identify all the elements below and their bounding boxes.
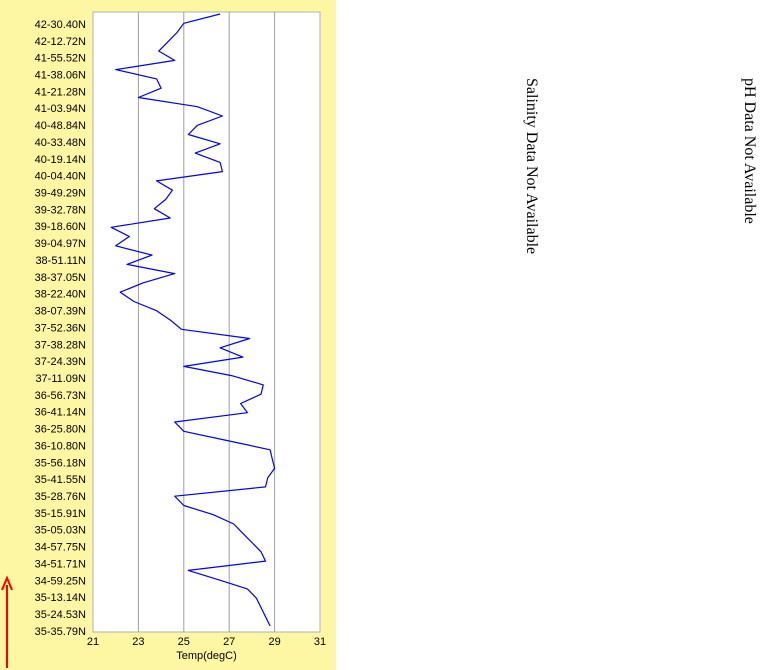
y-tick-label: 40-04.40N [35, 171, 86, 183]
x-tick-label: 31 [314, 636, 326, 648]
y-tick-label: 37-24.39N [35, 356, 86, 368]
y-tick-label: 34-57.75N [35, 542, 86, 554]
y-tick-label: 36-10.80N [35, 440, 86, 452]
x-tick-label: 25 [178, 636, 190, 648]
y-tick-label: 36-41.14N [35, 407, 86, 419]
y-tick-label: 40-33.48N [35, 137, 86, 149]
y-tick-label: 35-05.03N [35, 525, 86, 537]
y-tick-label: 38-22.40N [35, 289, 86, 301]
y-tick-label: 37-52.36N [35, 322, 86, 334]
y-tick-label: 41-55.52N [35, 53, 86, 65]
salinity-note: Salinity Data Not Available [523, 78, 540, 255]
y-tick-label: 38-37.05N [35, 272, 86, 284]
y-tick-label: 35-35.79N [35, 626, 86, 638]
ph-note: pH Data Not Available [741, 78, 758, 224]
y-tick-label: 38-07.39N [35, 306, 86, 318]
y-tick-label: 41-21.28N [35, 86, 86, 98]
y-tick-label: 42-30.40N [35, 19, 86, 31]
y-tick-label: 35-56.18N [35, 457, 86, 469]
temperature-line [110, 13, 276, 627]
y-tick-label: 35-24.53N [35, 609, 86, 621]
temperature-chart: 21 23 25 27 29 31 Temp(degC) 42-30.40N 42-12.72N… [1, 11, 326, 668]
x-tick-label: 29 [268, 636, 280, 648]
y-tick-label: 34-51.71N [35, 558, 86, 570]
y-tick-label: 41-38.06N [35, 69, 86, 81]
y-tick-label: 39-32.78N [35, 204, 86, 216]
y-tick-label: 42-12.72N [35, 36, 86, 48]
y-tick-label: 40-48.84N [35, 120, 86, 132]
y-tick-label: 39-04.97N [35, 238, 86, 250]
y-tick-label: 39-49.29N [35, 188, 86, 200]
y-tick-label: 34-59.25N [35, 575, 86, 587]
y-tick-label: 35-15.91N [35, 508, 86, 520]
y-tick-label: 36-56.73N [35, 390, 86, 402]
y-tick-label: 36-25.80N [35, 424, 86, 436]
y-tick-label: 39-18.60N [35, 221, 86, 233]
y-tick-label: 37-38.28N [35, 339, 86, 351]
x-tick-label: 23 [132, 636, 144, 648]
x-tick-label: 27 [223, 636, 235, 648]
y-tick-label: 41-03.94N [35, 103, 86, 115]
x-axis-label: Temp(degC) [176, 650, 237, 662]
y-tick-label: 38-51.11N [35, 255, 86, 267]
x-tick-label: 21 [87, 636, 99, 648]
plot-area [92, 11, 321, 633]
direction-arrow-head [1, 575, 13, 591]
y-tick-label: 35-28.76N [35, 491, 86, 503]
y-tick-label: 35-13.14N [35, 592, 86, 604]
y-tick-label: 40-19.14N [35, 154, 86, 166]
y-tick-label: 37-11.09N [35, 373, 86, 385]
y-tick-label: 35-41.55N [35, 474, 86, 486]
